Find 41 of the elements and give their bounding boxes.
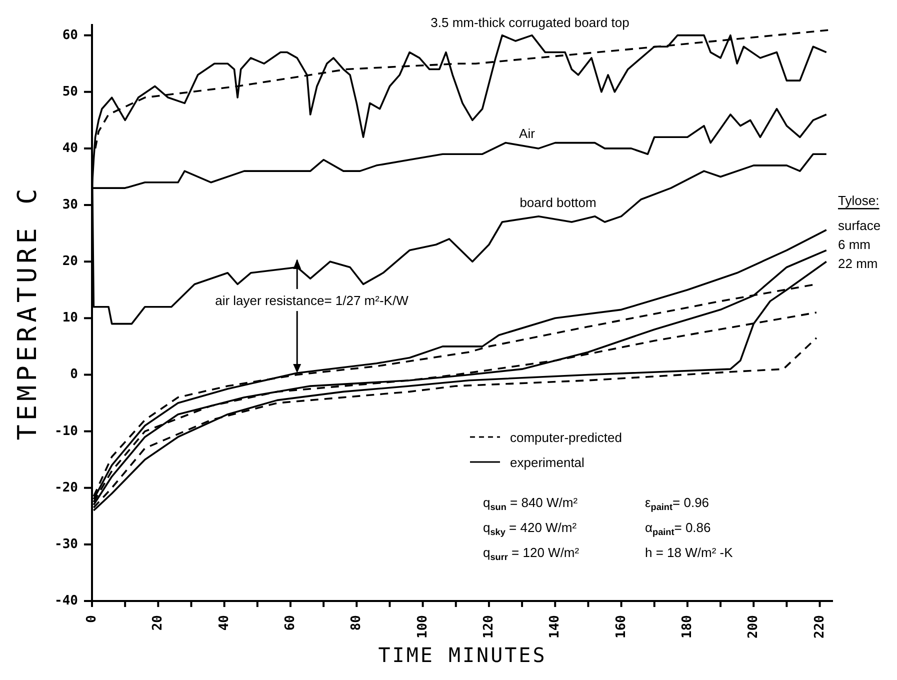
annotation: h = 18 W/m² -K (645, 544, 734, 560)
annotation: q$_{sun}$ = 840 W/m² (483, 494, 578, 512)
y-tick-label: -40 (54, 594, 78, 608)
series-label: surface (838, 218, 881, 232)
x-tick-label: 160 (614, 614, 629, 638)
annotation: α$_{paint}$= 0.86 (645, 520, 711, 537)
x-tick-label: 60 (282, 614, 298, 631)
y-tick-label: -10 (54, 424, 78, 439)
x-tick-label: 200 (746, 614, 762, 638)
x-tick-label: 120 (481, 614, 496, 638)
x-tick-label: 100 (415, 614, 430, 638)
series-label: Air (519, 126, 536, 140)
x-tick-label: 220 (812, 614, 828, 638)
annotation: computer-predicted (510, 430, 622, 444)
annotation: ε$_{paint}$= 0.96 (645, 494, 710, 512)
y-tick-label: 50 (62, 84, 78, 100)
y-tick-label: 0 (70, 367, 78, 382)
y-tick-label: -20 (54, 480, 78, 496)
x-tick-label: 20 (150, 614, 166, 631)
y-tick-label: -30 (54, 536, 78, 552)
x-axis-title: TIME MINUTES (378, 643, 547, 667)
x-tick-label: 140 (548, 614, 563, 638)
annotation: air layer resistance= 1/27 m²-K/W (215, 292, 410, 308)
annotation: q$_{surr}$ = 120 W/m² (483, 544, 580, 562)
series-label: board bottom (520, 194, 596, 210)
annotation: experimental (510, 454, 585, 470)
y-tick-label: 60 (62, 28, 78, 43)
x-tick-label: 180 (680, 614, 695, 638)
x-tick-label: 0 (84, 614, 100, 623)
y-tick-label: 10 (62, 310, 78, 326)
annotation: q$_{sky}$ = 420 W/m² (483, 520, 578, 537)
series-label: 22 mm (838, 256, 878, 270)
text: Tylose: (838, 192, 880, 208)
series-label: 3.5 mm-thick corrugated board top (430, 14, 630, 30)
y-tick-label: 40 (62, 140, 78, 156)
y-tick-label: 20 (62, 254, 78, 270)
y-axis-title: TEMPERATURE C (13, 184, 43, 440)
y-tick-label: 30 (62, 198, 78, 213)
x-tick-label: 40 (216, 614, 232, 631)
series-label: 6 mm (838, 236, 870, 252)
x-tick-label: 80 (349, 614, 364, 631)
